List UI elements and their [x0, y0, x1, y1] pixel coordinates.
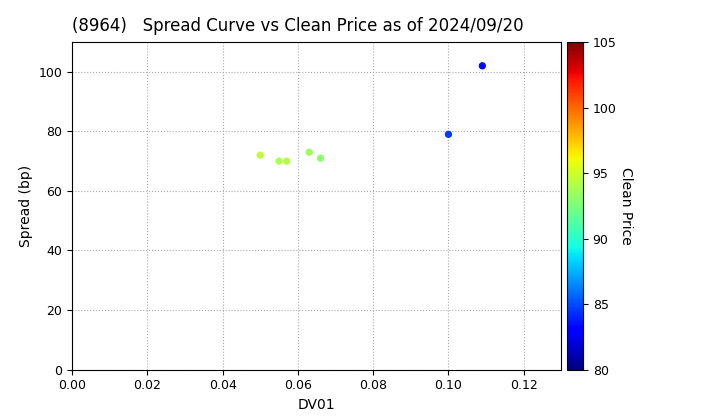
- Point: [477, 63, 488, 69]
- Point: [303, 149, 315, 155]
- Y-axis label: Clean Price: Clean Price: [619, 167, 633, 245]
- Y-axis label: Spread (bp): Spread (bp): [19, 165, 33, 247]
- Point: [315, 155, 326, 162]
- Point: [254, 152, 266, 158]
- Point: [274, 158, 285, 165]
- Point: [443, 131, 454, 138]
- Text: (8964)   Spread Curve vs Clean Price as of 2024/09/20: (8964) Spread Curve vs Clean Price as of…: [72, 17, 523, 35]
- Point: [281, 158, 292, 165]
- X-axis label: DV01: DV01: [298, 398, 336, 412]
